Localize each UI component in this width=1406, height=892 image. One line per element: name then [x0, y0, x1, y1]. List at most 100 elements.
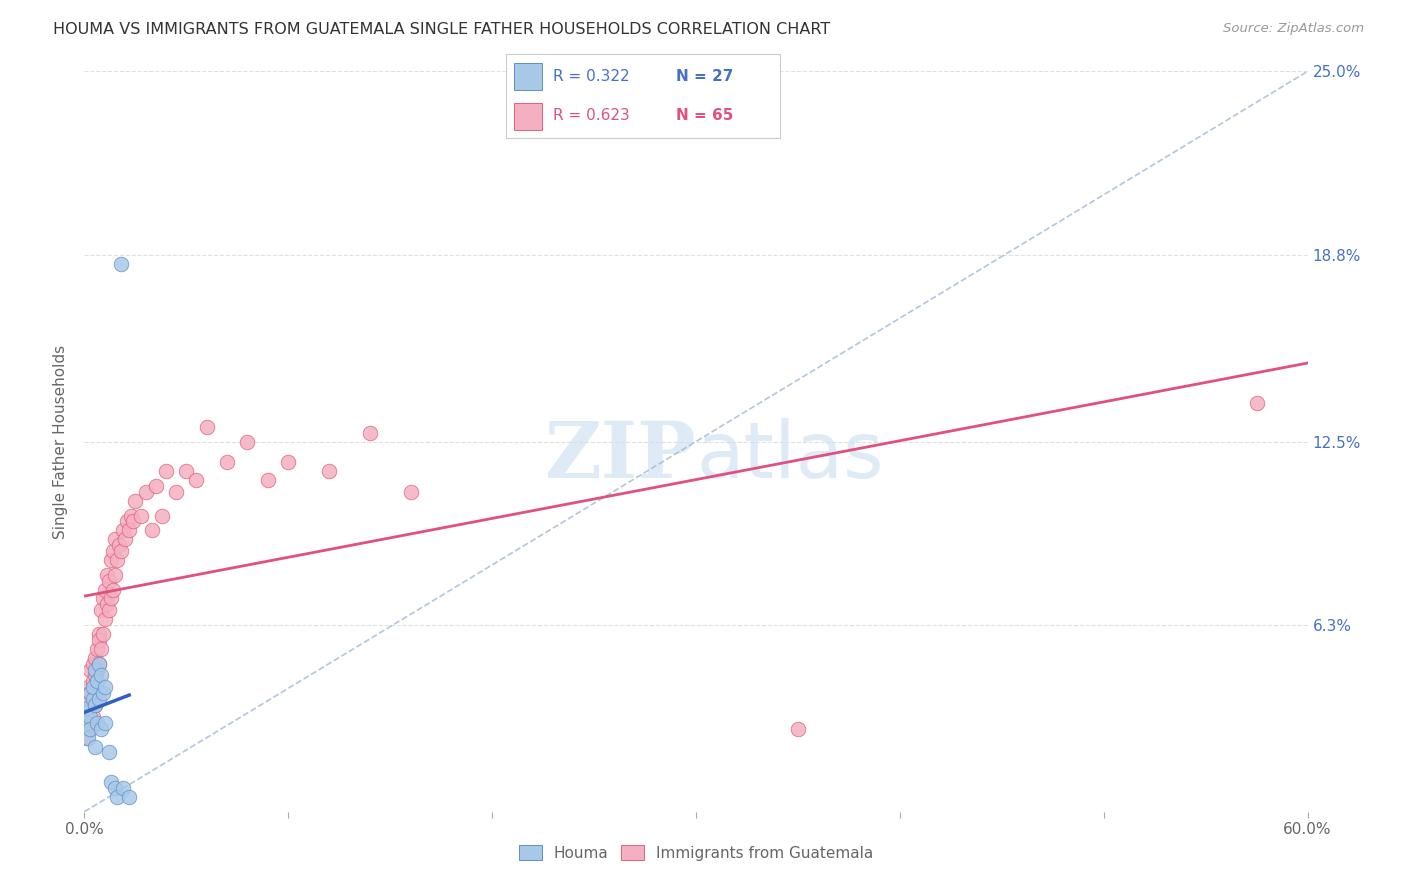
Point: [86, 663, 108, 677]
Point: [82, 681, 104, 695]
Point: [100, 775, 122, 789]
Point: [77, 692, 100, 706]
Point: [399, 484, 422, 499]
Point: [115, 515, 138, 529]
Point: [787, 722, 810, 736]
Point: [100, 591, 122, 606]
Text: Source: ZipAtlas.com: Source: ZipAtlas.com: [1223, 22, 1364, 36]
Point: [82, 674, 104, 689]
Point: [75, 701, 97, 715]
Point: [100, 553, 122, 567]
Text: R = 0.623: R = 0.623: [553, 108, 630, 123]
Point: [83, 686, 105, 700]
Point: [79, 722, 101, 736]
Point: [86, 674, 108, 689]
Point: [124, 493, 146, 508]
Point: [79, 686, 101, 700]
Point: [155, 464, 177, 478]
Point: [87, 632, 110, 647]
Point: [101, 582, 124, 597]
Point: [90, 668, 112, 682]
Point: [90, 722, 112, 736]
Point: [131, 508, 153, 523]
Point: [110, 544, 132, 558]
Y-axis label: Single Father Households: Single Father Households: [53, 344, 69, 539]
Point: [114, 533, 136, 547]
Point: [93, 681, 115, 695]
Point: [135, 484, 157, 499]
Point: [90, 603, 112, 617]
Point: [97, 574, 120, 588]
Point: [105, 553, 128, 567]
Point: [277, 455, 299, 469]
Point: [1246, 396, 1268, 410]
Point: [83, 698, 105, 712]
Point: [112, 780, 135, 795]
Point: [101, 544, 124, 558]
Point: [195, 419, 218, 434]
Point: [110, 257, 132, 271]
Point: [97, 603, 120, 617]
Point: [83, 650, 105, 665]
Point: [96, 598, 118, 612]
Point: [93, 582, 115, 597]
Point: [174, 464, 197, 478]
Point: [318, 464, 340, 478]
Point: [165, 484, 187, 499]
Point: [96, 567, 118, 582]
Point: [91, 627, 114, 641]
Point: [108, 538, 131, 552]
Point: [77, 731, 100, 745]
Point: [118, 789, 141, 804]
Point: [83, 698, 105, 712]
Text: R = 0.322: R = 0.322: [553, 69, 630, 84]
Point: [186, 473, 208, 487]
Point: [75, 715, 97, 730]
Text: N = 27: N = 27: [676, 69, 734, 84]
Point: [257, 473, 280, 487]
Point: [104, 780, 127, 795]
Point: [77, 715, 100, 730]
Point: [87, 657, 110, 671]
Point: [82, 657, 104, 671]
Point: [87, 657, 110, 671]
Point: [150, 508, 173, 523]
Legend: Houma, Immigrants from Guatemala: Houma, Immigrants from Guatemala: [513, 839, 879, 867]
Point: [118, 524, 141, 538]
Text: atlas: atlas: [696, 418, 883, 494]
Text: HOUMA VS IMMIGRANTS FROM GUATEMALA SINGLE FATHER HOUSEHOLDS CORRELATION CHART: HOUMA VS IMMIGRANTS FROM GUATEMALA SINGL…: [53, 22, 831, 37]
Point: [141, 524, 163, 538]
Point: [104, 533, 127, 547]
Point: [120, 508, 142, 523]
Point: [93, 715, 115, 730]
Point: [79, 710, 101, 724]
Point: [91, 686, 114, 700]
Point: [93, 612, 115, 626]
Point: [112, 524, 135, 538]
Point: [236, 434, 259, 449]
Point: [82, 710, 104, 724]
Point: [83, 663, 105, 677]
Point: [77, 701, 100, 715]
Point: [104, 567, 127, 582]
Point: [87, 627, 110, 641]
Text: ZIP: ZIP: [544, 418, 696, 494]
Point: [145, 479, 167, 493]
Point: [75, 731, 97, 745]
FancyBboxPatch shape: [515, 103, 541, 130]
Point: [79, 722, 101, 736]
Point: [83, 739, 105, 754]
Point: [86, 641, 108, 656]
Point: [105, 789, 128, 804]
Text: N = 65: N = 65: [676, 108, 734, 123]
Point: [359, 425, 381, 440]
Point: [86, 715, 108, 730]
Point: [87, 692, 110, 706]
Point: [90, 641, 112, 656]
Point: [122, 515, 145, 529]
Point: [79, 686, 101, 700]
FancyBboxPatch shape: [515, 62, 541, 90]
Point: [217, 455, 239, 469]
Point: [82, 692, 104, 706]
Point: [91, 591, 114, 606]
